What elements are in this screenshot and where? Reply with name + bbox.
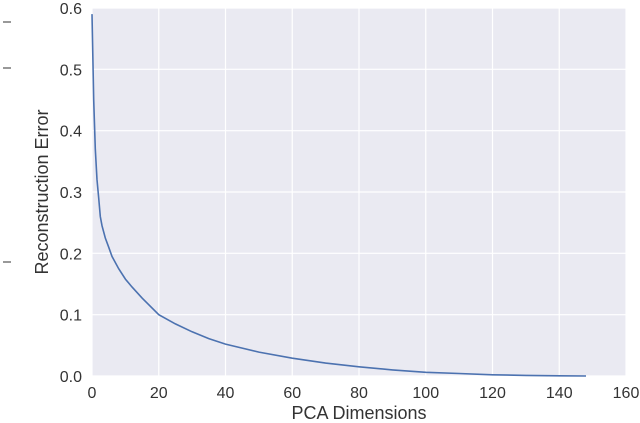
y-tick-label: 0.1	[60, 308, 82, 325]
y-tick-label: 0.4	[60, 124, 82, 141]
y-tick-marks	[3, 21, 11, 263]
x-tick-label: 100	[412, 385, 439, 402]
reconstruction-error-line	[91, 14, 587, 377]
x-axis-label: PCA Dimensions	[291, 403, 426, 423]
y-tick-label: 0.0	[60, 369, 82, 386]
y-tick-label: 0.5	[60, 62, 82, 79]
y-axis-label: Reconstruction Error	[32, 109, 52, 274]
x-tick-label: 120	[479, 385, 506, 402]
y-tick-label: 0.3	[60, 185, 82, 202]
x-tick-labels: 0 20 40 60 80 100 120 140 160	[88, 385, 640, 402]
y-tick-label: 0.6	[60, 1, 82, 18]
x-tick-label: 80	[350, 385, 368, 402]
x-tick-label: 20	[150, 385, 168, 402]
x-tick-label: 140	[546, 385, 573, 402]
x-tick-label: 160	[613, 385, 640, 402]
y-tick-labels: 0.0 0.1 0.2 0.3 0.4 0.5 0.6	[60, 1, 82, 386]
y-tick-label: 0.2	[60, 246, 82, 263]
x-tick-label: 60	[283, 385, 301, 402]
x-tick-label: 40	[217, 385, 235, 402]
x-tick-label: 0	[88, 385, 97, 402]
